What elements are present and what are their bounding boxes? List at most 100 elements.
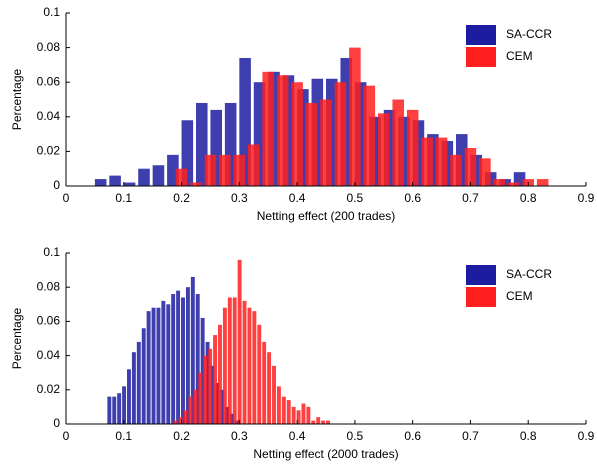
- y-tick-label: 0.04: [37, 348, 61, 362]
- bar: [316, 417, 321, 424]
- bar: [450, 154, 462, 186]
- bar: [508, 182, 520, 186]
- legend-swatch: [466, 47, 496, 67]
- x-axis-label: Netting effect (2000 trades): [253, 447, 398, 461]
- bar: [392, 99, 404, 186]
- y-tick-label: 0.08: [37, 279, 61, 293]
- legend-label: CEM: [506, 289, 533, 303]
- bar: [227, 297, 232, 424]
- bar: [205, 341, 210, 424]
- bar: [196, 102, 208, 186]
- x-tick-label: 0.9: [578, 429, 595, 443]
- bar: [178, 417, 183, 424]
- bar: [176, 290, 181, 424]
- bar: [237, 259, 242, 424]
- bar: [311, 420, 316, 424]
- bar: [193, 389, 198, 424]
- bar: [213, 335, 218, 424]
- bar: [167, 154, 179, 186]
- bar: [190, 276, 195, 424]
- bar: [107, 396, 112, 424]
- bar: [181, 120, 194, 186]
- x-tick-label: 0.9: [578, 191, 595, 205]
- bar: [276, 75, 289, 186]
- y-tick-label: 0: [53, 416, 60, 430]
- bar: [195, 294, 200, 424]
- x-tick-label: 0.1: [115, 191, 132, 205]
- bar: [499, 179, 511, 186]
- x-tick-label: 0.5: [347, 191, 364, 205]
- x-tick-label: 0.7: [462, 429, 479, 443]
- x-tick-label: 0.6: [404, 429, 421, 443]
- y-axis-label: Percentage: [10, 307, 24, 369]
- bar: [208, 348, 213, 424]
- y-tick-label: 0.04: [37, 109, 61, 123]
- x-tick-label: 0.2: [173, 429, 190, 443]
- bar: [296, 410, 301, 424]
- x-tick-label: 0: [63, 429, 70, 443]
- bar: [224, 102, 237, 186]
- y-tick-label: 0.1: [43, 5, 60, 19]
- x-tick-label: 0.7: [462, 191, 479, 205]
- bar: [152, 165, 165, 186]
- bar: [321, 420, 326, 424]
- bar: [225, 406, 230, 424]
- bar: [181, 297, 185, 424]
- bar: [513, 172, 526, 186]
- bar: [464, 147, 477, 186]
- bar: [166, 304, 171, 424]
- y-tick-label: 0.06: [37, 314, 61, 328]
- bar: [210, 109, 222, 186]
- bar: [267, 352, 272, 424]
- bar: [378, 113, 390, 186]
- bar: [161, 300, 166, 424]
- bar: [257, 324, 262, 424]
- bar: [138, 168, 150, 186]
- bar: [185, 287, 190, 424]
- bar: [435, 137, 448, 186]
- bar: [369, 116, 381, 186]
- y-tick-label: 0.02: [37, 144, 61, 158]
- bar: [112, 396, 117, 424]
- bar: [117, 393, 122, 424]
- bar: [363, 85, 376, 186]
- bar: [222, 307, 227, 424]
- bar: [247, 307, 252, 424]
- bar: [239, 57, 251, 187]
- bar: [253, 82, 266, 186]
- bar: [276, 386, 281, 424]
- y-tick-label: 0: [53, 178, 60, 192]
- legend-label: CEM: [506, 49, 533, 63]
- legend-swatch: [466, 287, 496, 307]
- bar: [421, 137, 433, 186]
- bar: [301, 403, 306, 424]
- bar: [183, 410, 188, 424]
- bar: [320, 99, 332, 186]
- legend-label: SA-CCR: [506, 27, 552, 41]
- bar: [219, 154, 231, 186]
- bar: [190, 182, 202, 186]
- bar: [230, 413, 235, 424]
- bar: [156, 307, 161, 424]
- bar: [220, 389, 225, 424]
- bar: [173, 420, 178, 424]
- bar: [306, 406, 311, 424]
- bar: [215, 382, 220, 424]
- bar: [175, 168, 188, 186]
- bar: [286, 400, 291, 424]
- legend-swatch: [466, 25, 496, 45]
- bar: [248, 144, 260, 186]
- bar: [493, 179, 506, 186]
- bar: [200, 317, 205, 424]
- y-tick-label: 0.02: [37, 382, 61, 396]
- bar: [198, 372, 203, 424]
- legend-swatch: [466, 265, 496, 285]
- x-tick-label: 0.5: [347, 429, 364, 443]
- bar: [291, 406, 296, 424]
- bar: [188, 396, 193, 424]
- bar: [123, 182, 136, 186]
- bar: [136, 341, 141, 424]
- bar: [281, 396, 286, 424]
- bar: [406, 109, 419, 186]
- x-tick-label: 0.4: [289, 429, 306, 443]
